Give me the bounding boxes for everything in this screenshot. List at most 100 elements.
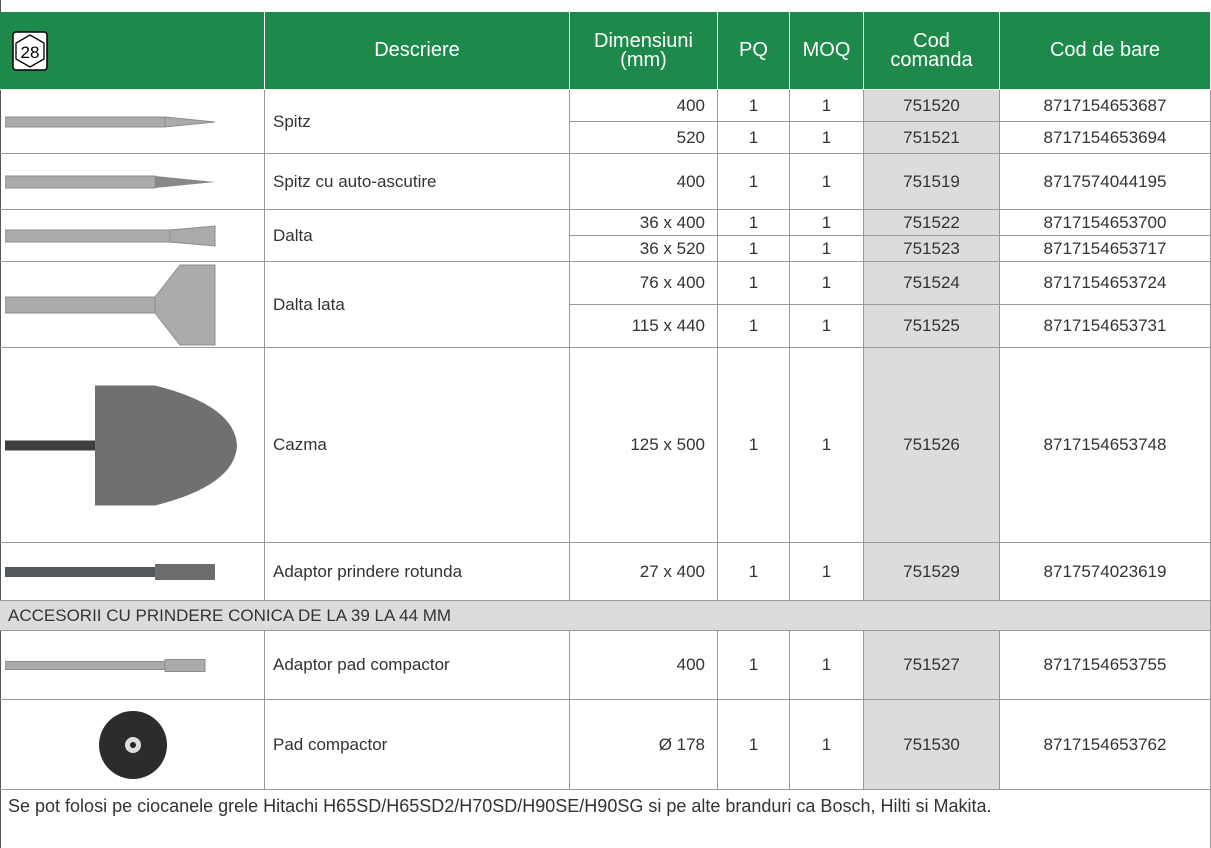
product-image <box>5 225 216 247</box>
barcode: 8717154653755 <box>1000 631 1211 700</box>
barcode: 8717574023619 <box>1000 543 1211 601</box>
header-line: Cod de bare <box>1049 39 1161 61</box>
order-code: 751525 <box>864 305 1000 348</box>
barcode: 8717154653717 <box>1000 236 1211 262</box>
dimension: 36 x 520 <box>570 236 718 262</box>
moq: 1 <box>790 700 864 790</box>
dimension: 115 x 440 <box>570 305 718 348</box>
footer-note: Se pot folosi pe ciocanele grele Hitachi… <box>0 790 1211 848</box>
section-title: ACCESORII CU PRINDERE CONICA DE LA 39 LA… <box>0 601 1211 631</box>
product-image <box>5 175 215 189</box>
barcode: 8717574044195 <box>1000 154 1211 210</box>
moq: 1 <box>790 631 864 700</box>
left-rule <box>0 0 3 848</box>
barcode: 8717154653687 <box>1000 90 1211 122</box>
image-cell <box>0 348 265 543</box>
barcode: 8717154653700 <box>1000 210 1211 236</box>
image-cell <box>0 262 265 348</box>
product-image <box>5 385 237 506</box>
column-header: Cod comanda <box>864 12 1000 90</box>
order-code: 751520 <box>864 90 1000 122</box>
moq: 1 <box>790 154 864 210</box>
description: Cazma <box>265 348 570 543</box>
pq: 1 <box>718 122 790 154</box>
header-line: Descriere <box>374 39 460 61</box>
image-cell <box>0 700 265 790</box>
pq: 1 <box>718 154 790 210</box>
moq: 1 <box>790 236 864 262</box>
pq: 1 <box>718 631 790 700</box>
header-line: MOQ <box>802 39 851 61</box>
barcode: 8717154653724 <box>1000 262 1211 305</box>
image-cell <box>0 90 265 154</box>
dimension: 76 x 400 <box>570 262 718 305</box>
description: Dalta lata <box>265 262 570 348</box>
description: Spitz <box>265 90 570 154</box>
dimension: Ø 178 <box>570 700 718 790</box>
barcode: 8717154653694 <box>1000 122 1211 154</box>
description: Adaptor prindere rotunda <box>265 543 570 601</box>
moq: 1 <box>790 262 864 305</box>
description: Pad compactor <box>265 700 570 790</box>
description: Adaptor pad compactor <box>265 631 570 700</box>
badge: 28 <box>12 31 48 71</box>
pq: 1 <box>718 236 790 262</box>
dimension: 400 <box>570 90 718 122</box>
column-header: Cod de bare <box>1000 12 1211 90</box>
column-header: PQ <box>718 12 790 90</box>
product-image <box>5 564 215 580</box>
order-code: 751530 <box>864 700 1000 790</box>
order-code: 751527 <box>864 631 1000 700</box>
dimension: 36 x 400 <box>570 210 718 236</box>
pq: 1 <box>718 700 790 790</box>
header-line: Dimensiuni <box>594 29 693 52</box>
image-cell <box>0 154 265 210</box>
header-line: (mm) <box>620 48 667 71</box>
order-code: 751524 <box>864 262 1000 305</box>
barcode: 8717154653748 <box>1000 348 1211 543</box>
badge-number: 28 <box>21 43 40 62</box>
order-code: 751522 <box>864 210 1000 236</box>
product-image <box>99 711 167 779</box>
dimension: 27 x 400 <box>570 543 718 601</box>
order-code: 751523 <box>864 236 1000 262</box>
moq: 1 <box>790 90 864 122</box>
column-header: Dimensiuni (mm) <box>570 12 718 90</box>
header-line: Cod <box>913 29 950 52</box>
dimension: 400 <box>570 631 718 700</box>
column-header: MOQ <box>790 12 864 90</box>
pq: 1 <box>718 543 790 601</box>
product-image <box>5 264 216 346</box>
order-code: 751521 <box>864 122 1000 154</box>
barcode: 8717154653731 <box>1000 305 1211 348</box>
moq: 1 <box>790 305 864 348</box>
moq: 1 <box>790 210 864 236</box>
pq: 1 <box>718 262 790 305</box>
order-code: 751519 <box>864 154 1000 210</box>
image-cell <box>0 631 265 700</box>
moq: 1 <box>790 348 864 543</box>
moq: 1 <box>790 122 864 154</box>
pq: 1 <box>718 90 790 122</box>
image-cell <box>0 210 265 262</box>
order-code: 751526 <box>864 348 1000 543</box>
description: Dalta <box>265 210 570 262</box>
moq: 1 <box>790 543 864 601</box>
dimension: 520 <box>570 122 718 154</box>
dimension: 400 <box>570 154 718 210</box>
order-code: 751529 <box>864 543 1000 601</box>
description: Spitz cu auto-ascutire <box>265 154 570 210</box>
badge-cell: 28 <box>0 12 265 90</box>
barcode: 8717154653762 <box>1000 700 1211 790</box>
column-header: Descriere <box>265 12 570 90</box>
product-image <box>5 116 216 128</box>
header-line: comanda <box>890 48 973 71</box>
product-image <box>5 659 206 672</box>
pq: 1 <box>718 348 790 543</box>
header-line: PQ <box>739 39 768 61</box>
image-cell <box>0 543 265 601</box>
pq: 1 <box>718 210 790 236</box>
dimension: 125 x 500 <box>570 348 718 543</box>
pq: 1 <box>718 305 790 348</box>
